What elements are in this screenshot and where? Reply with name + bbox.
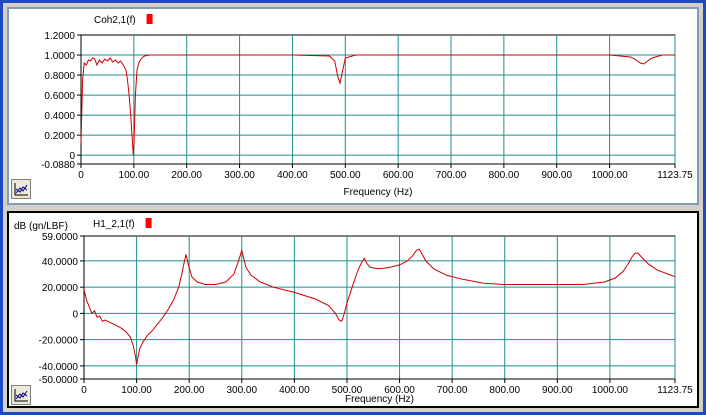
y-tick-label: 20.0000 [42,283,79,294]
y-tick-label: 0 [72,309,78,320]
frf-chart-pane[interactable]: 0 100.00 200.00 300.00 400.00 500.00 600.00 700… [7,211,699,408]
coherence-chart-pane[interactable]: 0 100.00 200.00 300.00 400.00 500.00 600.00 700… [7,7,699,205]
x-tick-label: 500.00 [330,170,361,181]
plot-area [83,235,676,380]
x-axis-label: Frequency (Hz) [344,187,413,198]
y-tick-label: 0 [69,151,75,162]
x-tick-label: 0 [81,385,87,396]
x-tick-label: 800.00 [489,385,520,396]
x-tick-label: 300.00 [224,170,255,181]
coherence-chart: 0 100.00 200.00 300.00 400.00 500.00 600.00 700… [41,14,693,198]
x-tick-label: 100.00 [121,385,152,396]
x-tick-label: 500.00 [332,385,363,396]
y-tick-label: 40.0000 [42,257,79,268]
y-tick-label: -50.0000 [39,375,79,386]
chart-tool-button-top[interactable] [11,179,31,199]
plot-area [80,34,676,165]
y-tick-label: -40.0000 [39,362,79,373]
y-tick-label: 0.8000 [44,71,75,82]
x-tick-label: 800.00 [489,170,520,181]
y-tick-label: 59.0000 [42,232,79,243]
x-tick-label: 1000.00 [592,170,629,181]
y-tick-label: 1.0000 [44,51,75,62]
x-tick-label: 1123.75 [657,170,693,181]
chart-tool-icon [14,183,28,196]
x-tick-label: 0 [78,170,84,181]
legend-swatch [145,218,152,228]
y-tick-label: 0.4000 [44,111,75,122]
x-tick-label: 900.00 [541,170,572,181]
x-tick-label: 1000.00 [592,385,629,396]
y-tick-label: -0.0880 [41,160,75,171]
x-tick-label: 1123.75 [657,385,693,396]
x-tick-label: 200.00 [171,170,202,181]
legend-label: Coh2,1(f) [94,15,136,26]
y-tick-label: 0.2000 [44,131,75,142]
frf-chart: 0 100.00 200.00 300.00 400.00 500.00 600.00 700… [14,218,693,405]
x-tick-label: 700.00 [437,385,468,396]
chart-tool-button-bottom[interactable] [11,385,31,405]
y-tick-label: 0.6000 [44,91,75,102]
y-axis-label: dB (gn/LBF) [14,221,68,232]
series-line [83,248,676,365]
x-tick-label: 400.00 [277,170,308,181]
y-tick-label: -20.0000 [39,336,79,347]
x-tick-label: 300.00 [226,385,257,396]
legend-label: H1_2,1(f) [93,219,135,230]
x-axis-label: Frequency (Hz) [345,394,414,405]
y-tick-label: 1.2000 [44,31,75,42]
x-tick-label: 600.00 [383,170,414,181]
x-tick-label: 700.00 [436,170,467,181]
x-tick-label: 100.00 [119,170,150,181]
x-tick-label: 400.00 [279,385,310,396]
chart-tool-icon [14,389,28,402]
series-line [80,54,675,156]
x-tick-label: 200.00 [174,385,205,396]
x-tick-label: 600.00 [384,385,415,396]
legend-swatch [146,14,153,24]
x-tick-label: 900.00 [542,385,573,396]
